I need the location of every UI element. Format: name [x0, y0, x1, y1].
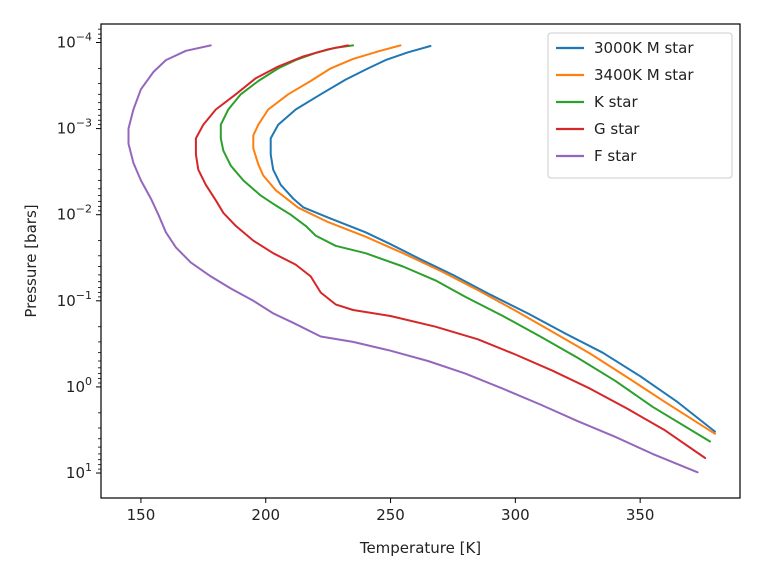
plot-area-frame	[100, 23, 741, 499]
x-tick-label: 150	[127, 506, 156, 524]
y-tick-label: 10−3	[57, 117, 92, 138]
series-line-3	[219, 44, 711, 443]
y-tick-label: 10−2	[57, 203, 92, 224]
legend-box	[547, 32, 733, 179]
legend-label: 3000K M star	[594, 39, 694, 57]
legend-label: 3400K M star	[594, 66, 694, 84]
y-axis: 10−4 10−3 10−2 10−1 100 101	[57, 28, 101, 482]
x-tick-label: 300	[501, 506, 530, 524]
legend-label: F star	[594, 147, 637, 165]
x-axis: 150 200 250 300 350	[127, 498, 655, 524]
legend-label: K star	[594, 93, 638, 111]
y-axis-label: Pressure [bars]	[22, 204, 40, 317]
y-tick-label: 10−1	[57, 289, 92, 310]
series-line-1	[269, 45, 716, 433]
y-tick-label: 10−4	[57, 30, 92, 51]
y-tick-label: 100	[66, 375, 92, 396]
series-line-5	[127, 44, 699, 474]
x-tick-label: 350	[626, 506, 655, 524]
legend-label: G star	[594, 120, 640, 138]
x-tick-label: 250	[376, 506, 405, 524]
x-axis-label: Temperature [K]	[359, 539, 481, 557]
legend: 3000K M star 3400K M star K star G star F st…	[547, 32, 733, 179]
series-line-4	[194, 44, 707, 459]
series-line-2	[252, 44, 716, 435]
x-tick-label: 200	[251, 506, 280, 524]
y-tick-label: 101	[66, 461, 92, 482]
